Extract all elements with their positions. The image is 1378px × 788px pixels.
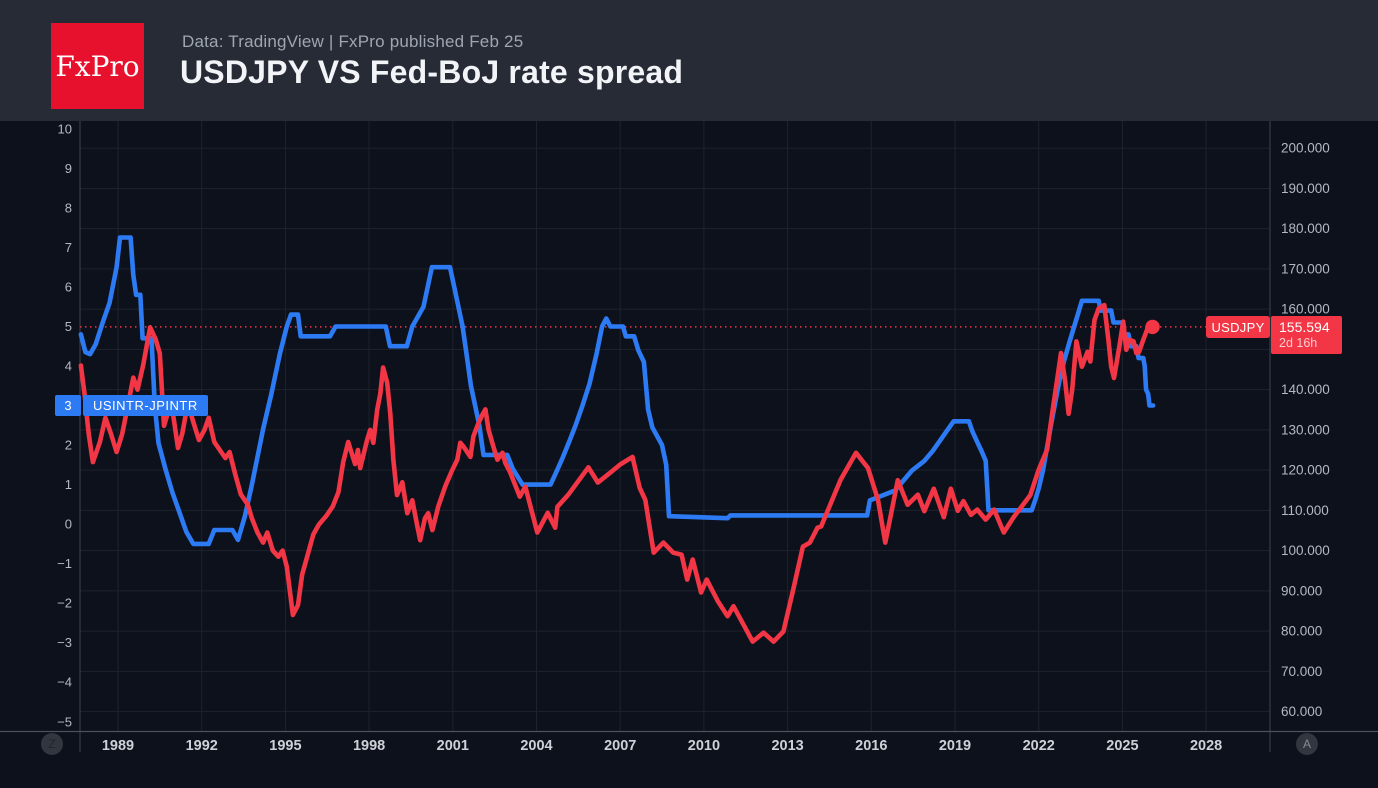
bar-countdown: 2d 16h — [1279, 336, 1318, 350]
usdjpy-price-badge: 155.594 2d 16h — [1271, 316, 1342, 354]
spread-series-label[interactable]: USINTR-JPINTR — [83, 395, 208, 416]
x-axis-tick: 1992 — [186, 738, 218, 754]
fxpro-logo: FxPro — [51, 23, 144, 109]
x-axis-tick: 2016 — [855, 738, 887, 754]
left-axis-tick: 6 — [65, 279, 72, 294]
right-axis-tick: 100.000 — [1281, 543, 1330, 558]
left-axis-tick: 0 — [65, 517, 72, 532]
usdjpy-last-point — [1145, 319, 1160, 335]
x-axis-tick: 1995 — [269, 738, 301, 754]
x-axis-tick: 2013 — [771, 738, 803, 754]
x-axis-tick: 2001 — [437, 738, 469, 754]
spread-series-badge[interactable]: 3 USINTR-JPINTR — [55, 395, 208, 416]
header: FxPro Data: TradingView | FxPro publishe… — [0, 0, 1378, 121]
right-axis-tick: 170.000 — [1281, 261, 1330, 276]
left-axis-tick: 2 — [65, 438, 72, 453]
left-axis-tick: 9 — [65, 161, 72, 176]
spread-last-value-badge: 3 — [55, 395, 81, 416]
a-button[interactable]: A — [1296, 733, 1318, 755]
right-axis-tick: 160.000 — [1281, 302, 1330, 317]
right-axis-tick: 180.000 — [1281, 221, 1330, 236]
x-axis-tick: 1998 — [353, 738, 385, 754]
x-axis-tick: 2019 — [939, 738, 971, 754]
left-axis-tick: 8 — [65, 200, 72, 215]
right-axis-tick: 70.000 — [1281, 664, 1322, 679]
left-axis-tick: −1 — [57, 556, 72, 571]
x-axis-tick: 2004 — [520, 738, 552, 754]
left-axis-tick: 5 — [65, 319, 72, 334]
right-axis-tick: 120.000 — [1281, 463, 1330, 478]
x-axis-tick: 2025 — [1106, 738, 1138, 754]
right-axis-tick: 140.000 — [1281, 382, 1330, 397]
x-axis-tick: 2010 — [688, 738, 720, 754]
usdjpy-series-label[interactable]: USDJPY — [1206, 316, 1270, 338]
x-axis-tick: 2007 — [604, 738, 636, 754]
usdjpy-line[interactable] — [78, 302, 1155, 644]
page-title: USDJPY VS Fed-BoJ rate spread — [180, 54, 684, 90]
right-axis-tick: 190.000 — [1281, 181, 1330, 196]
right-axis-tick: 130.000 — [1281, 422, 1330, 437]
left-axis-tick: 4 — [65, 358, 72, 373]
left-axis-tick: 7 — [65, 240, 72, 255]
right-axis-tick: 60.000 — [1281, 704, 1322, 719]
right-axis-tick: 200.000 — [1281, 141, 1330, 156]
x-axis-tick: 1989 — [102, 738, 134, 754]
left-axis-tick: 1 — [65, 477, 72, 492]
left-axis-tick: −3 — [57, 635, 72, 650]
right-axis-tick: 80.000 — [1281, 624, 1322, 639]
x-axis-tick: 2022 — [1023, 738, 1055, 754]
left-axis-tick: −2 — [57, 596, 72, 611]
x-axis-tick: 2028 — [1190, 738, 1222, 754]
left-axis-tick: −5 — [57, 714, 72, 729]
usdjpy-last-price: 155.594 — [1279, 319, 1330, 335]
z-button[interactable]: Z — [41, 733, 63, 755]
left-axis-tick: −4 — [57, 675, 72, 690]
right-axis-tick: 90.000 — [1281, 583, 1322, 598]
price-chart[interactable]: 109876543210−1−2−3−4−5200.000190.000180.… — [0, 121, 1378, 788]
fxpro-logo-text: FxPro — [55, 49, 140, 83]
left-axis-tick: 10 — [58, 121, 72, 136]
chart-source-caption: Data: TradingView | FxPro published Feb … — [182, 32, 524, 51]
right-axis-tick: 110.000 — [1281, 503, 1329, 518]
